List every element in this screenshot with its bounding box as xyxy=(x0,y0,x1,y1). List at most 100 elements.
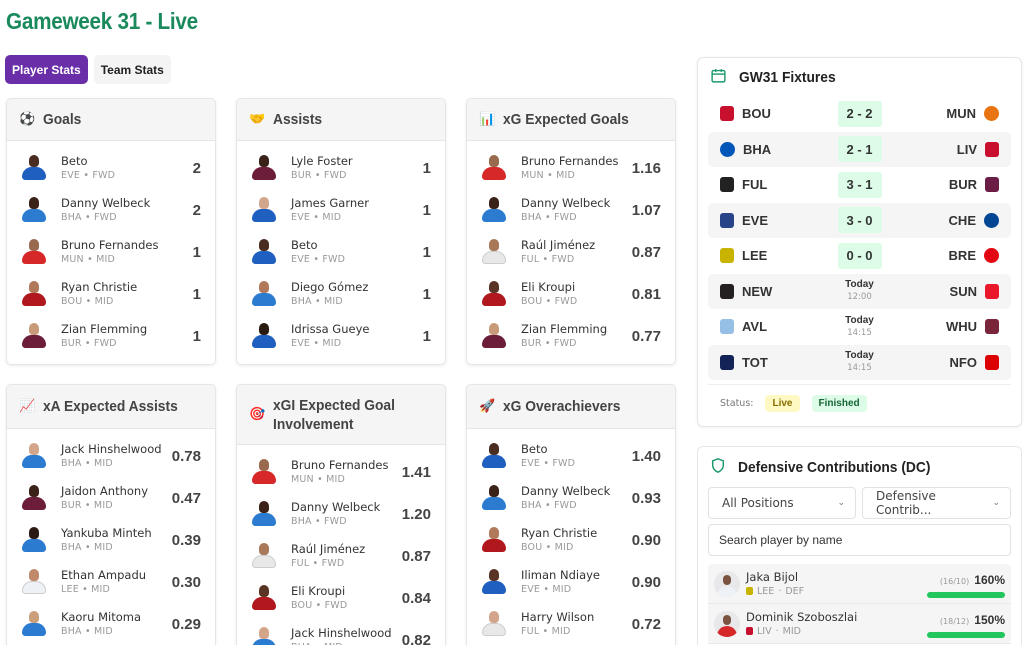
player-row[interactable]: Danny Welbeck BHA • FWD 2 xyxy=(7,189,215,231)
player-row[interactable]: Danny Welbeck BHA • FWD 1.07 xyxy=(467,189,675,231)
player-row[interactable]: Beto EVE • FWD 1.40 xyxy=(467,435,675,477)
player-search[interactable] xyxy=(708,524,1011,556)
player-team: BOU xyxy=(291,600,313,611)
player-team: BOU xyxy=(521,296,543,307)
player-row[interactable]: Zian Flemming BUR • FWD 0.77 xyxy=(467,315,675,357)
player-row[interactable]: Iliman Ndiaye EVE • MID 0.90 xyxy=(467,561,675,603)
player-name: Bruno Fernandes xyxy=(291,458,389,472)
player-team-position: BOU • FWD xyxy=(291,599,402,612)
player-search-input[interactable] xyxy=(719,533,1000,547)
separator-dot: • xyxy=(310,338,323,349)
player-row[interactable]: Danny Welbeck BHA • FWD 0.93 xyxy=(467,477,675,519)
dc-player-row[interactable]: Jaka Bijol LEE · DEF (16/10) 160% xyxy=(708,564,1011,604)
card-title: xG Expected Goals xyxy=(503,111,629,128)
player-row[interactable]: James Garner EVE • MID 1 xyxy=(237,189,445,231)
player-team-position: BHA • FWD xyxy=(61,211,193,224)
separator-dot: • xyxy=(83,254,97,265)
player-row[interactable]: Danny Welbeck BHA • FWD 1.20 xyxy=(237,493,445,535)
player-team-position: FUL • FWD xyxy=(291,557,402,570)
home-crest-icon xyxy=(720,354,734,370)
player-row[interactable]: Idrissa Gueye EVE • MID 1 xyxy=(237,315,445,357)
home-team: BHA xyxy=(743,141,772,157)
player-position: FWD xyxy=(554,212,577,223)
player-row[interactable]: Ethan Ampadu LEE • MID 0.30 xyxy=(7,561,215,603)
player-position: MID xyxy=(94,458,113,469)
fixture-row[interactable]: EVE 3 - 0 CHE xyxy=(708,202,1011,238)
player-team-position: EVE • MID xyxy=(521,583,632,596)
player-row[interactable]: Bruno Fernandes MUN • MID 1.41 xyxy=(237,451,445,493)
tab-player-stats[interactable]: Player Stats xyxy=(5,55,88,84)
fixture-row[interactable]: TOT Today 14:15 NFO xyxy=(708,344,1011,380)
fixture-row[interactable]: NEW Today 12:00 SUN xyxy=(708,273,1011,309)
player-name: Zian Flemming xyxy=(61,322,148,336)
player-row[interactable]: Beto EVE • FWD 1 xyxy=(237,231,445,273)
tab-team-stats[interactable]: Team Stats xyxy=(93,55,171,84)
player-position: FWD xyxy=(552,458,576,469)
player-row[interactable]: Bruno Fernandes MUN • MID 1.16 xyxy=(467,147,675,189)
player-row[interactable]: Diego Gómez BHA • MID 1 xyxy=(237,273,445,315)
page-title: Gameweek 31 - Live xyxy=(6,8,198,34)
fixture-row[interactable]: AVL Today 14:15 WHU xyxy=(708,309,1011,345)
player-position: FWD xyxy=(94,212,117,223)
position-select[interactable]: All Positions ⌄ xyxy=(708,487,856,519)
player-name: Lyle Foster xyxy=(291,154,353,168)
sort-select[interactable]: Defensive Contrib... ⌄ xyxy=(862,487,1011,519)
player-row[interactable]: Raúl Jiménez FUL • FWD 0.87 xyxy=(467,231,675,273)
fixture-row[interactable]: LEE 0 - 0 BRE xyxy=(708,238,1011,274)
player-row[interactable]: Jaidon Anthony BUR • MID 0.47 xyxy=(7,477,215,519)
separator-dot: • xyxy=(81,212,95,223)
away-team: BUR xyxy=(948,177,977,193)
player-team-position: BHA • MID xyxy=(61,457,172,470)
player-row[interactable]: Beto EVE • FWD 2 xyxy=(7,147,215,189)
player-avatar xyxy=(251,542,277,570)
player-row[interactable]: Harry Wilson FUL • MID 0.72 xyxy=(467,603,675,645)
player-position: FWD xyxy=(551,254,575,265)
player-row[interactable]: Bruno Fernandes MUN • MID 1 xyxy=(7,231,215,273)
player-position: MID xyxy=(551,626,571,637)
separator-dot: · xyxy=(775,625,779,637)
player-team-position: EVE • FWD xyxy=(521,457,632,470)
player-row[interactable]: Lyle Foster BUR • FWD 1 xyxy=(237,147,445,189)
fixture-row[interactable]: FUL 3 - 1 BUR xyxy=(708,167,1011,203)
fixture-row[interactable]: BHA 2 - 1 LIV xyxy=(708,131,1011,167)
player-team-position: MUN • MID xyxy=(521,169,632,182)
fixture-row[interactable]: BOU 2 - 2 MUN xyxy=(708,96,1011,132)
player-team: MUN xyxy=(61,254,84,265)
home-crest-icon xyxy=(720,248,734,264)
player-team: EVE xyxy=(291,212,311,223)
player-team: EVE xyxy=(521,584,541,595)
player-row[interactable]: Ryan Christie BOU • MID 0.90 xyxy=(467,519,675,561)
stat-value: 0.93 xyxy=(631,489,661,507)
away-crest-icon xyxy=(985,354,999,370)
away-team: MUN xyxy=(946,106,976,122)
player-team: EVE xyxy=(61,170,81,181)
player-avatar xyxy=(21,154,47,182)
player-team: BHA xyxy=(61,212,82,223)
dc-player-row[interactable]: Dominik Szoboszlai LIV · MID (18/12) 150% xyxy=(708,604,1011,644)
player-row[interactable]: Kaoru Mitoma BHA • MID 0.29 xyxy=(7,603,215,645)
player-name: Jaidon Anthony xyxy=(61,484,148,498)
separator-dot: • xyxy=(81,338,94,349)
player-row[interactable]: Zian Flemming BUR • FWD 1 xyxy=(7,315,215,357)
player-row[interactable]: Ryan Christie BOU • MID 1 xyxy=(7,273,215,315)
kickoff-day: Today xyxy=(845,279,874,291)
player-position: MID xyxy=(322,338,342,349)
dc-progress-bar xyxy=(927,632,1005,638)
separator-dot: • xyxy=(541,500,555,511)
separator-dot: • xyxy=(310,254,323,265)
player-team-position: MUN • MID xyxy=(61,253,193,266)
player-row[interactable]: Eli Kroupi BOU • FWD 0.81 xyxy=(467,273,675,315)
home-team: NEW xyxy=(742,283,773,299)
player-row[interactable]: Jack Hinshelwood BHA • MID 0.78 xyxy=(7,435,215,477)
away-team: LIV xyxy=(956,141,977,157)
player-team-position: BUR • FWD xyxy=(61,337,193,350)
away-crest-icon xyxy=(984,212,999,228)
player-row[interactable]: Raúl Jiménez FUL • FWD 0.87 xyxy=(237,535,445,577)
home-crest-icon xyxy=(720,283,734,299)
player-position: FWD xyxy=(554,500,577,511)
player-team: LEE xyxy=(757,585,775,597)
dc-ratio: (18/12) xyxy=(939,617,970,626)
player-row[interactable]: Yankuba Minteh BHA • MID 0.39 xyxy=(7,519,215,561)
player-row[interactable]: Eli Kroupi BOU • FWD 0.84 xyxy=(237,577,445,619)
